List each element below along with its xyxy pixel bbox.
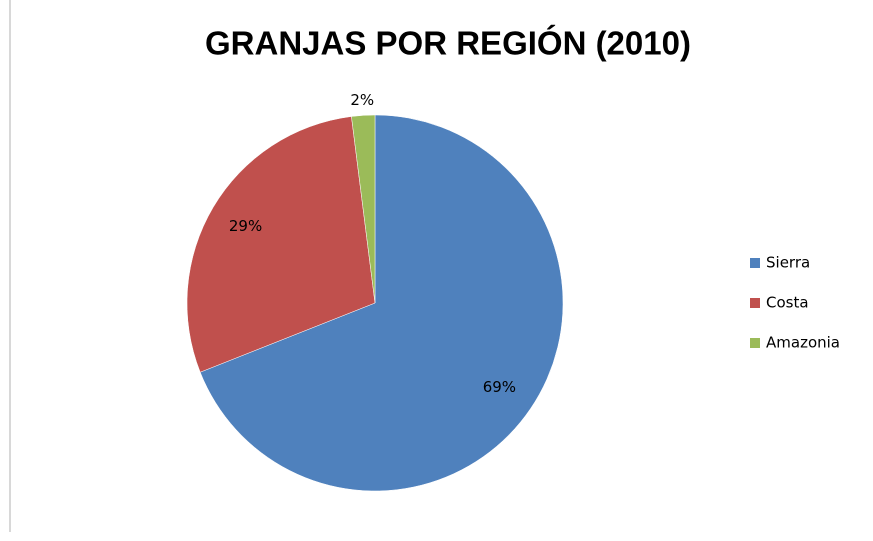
data-label: 2%	[350, 91, 374, 109]
chart-title: GRANJAS POR REGIÓN (2010)	[205, 25, 691, 62]
pie-slice	[199, 114, 564, 492]
pie-slice	[351, 114, 376, 304]
pie-slice	[186, 116, 376, 373]
legend-label: Costa	[766, 294, 809, 312]
data-label: 69%	[483, 378, 516, 396]
legend-swatch	[750, 338, 760, 348]
legend-label: Amazonia	[766, 334, 840, 352]
legend-swatch	[750, 298, 760, 308]
legend-swatch	[750, 258, 760, 268]
data-label: 29%	[229, 217, 262, 235]
legend-label: Sierra	[766, 254, 810, 272]
